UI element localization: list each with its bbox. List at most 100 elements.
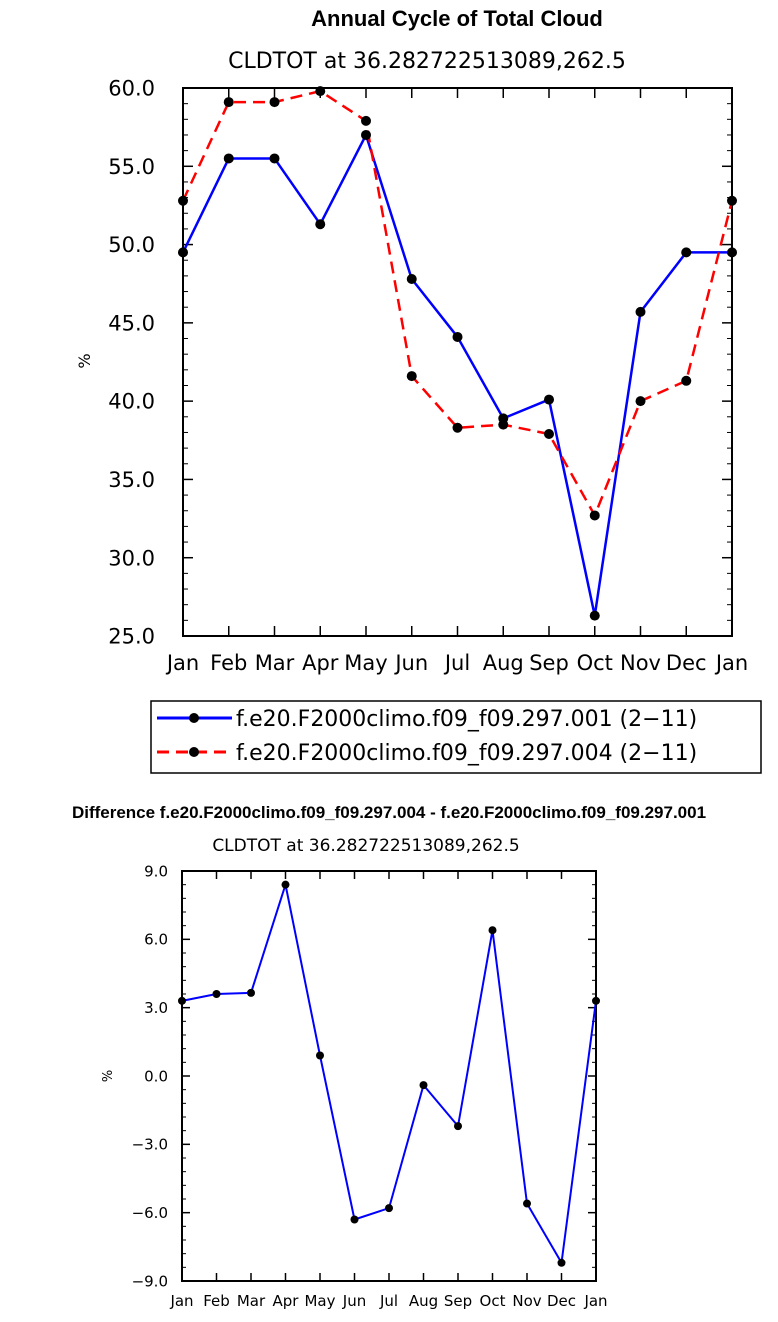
chart-0-series-1-line bbox=[181, 133, 732, 617]
legend-marker-1 bbox=[189, 713, 199, 723]
chart-0-series-2-line bbox=[181, 89, 734, 517]
chart-1-xtick-label: Aug bbox=[409, 1292, 438, 1310]
legend-label-2: f.e20.F2000climo.f09_f09.297.004 (2−11) bbox=[236, 741, 697, 766]
chart-0-ytick-label: 55.0 bbox=[108, 155, 155, 179]
chart-1-xtick-label: May bbox=[304, 1292, 335, 1310]
chart-1-series-1-point bbox=[488, 926, 497, 935]
legend-entry-1: f.e20.F2000climo.f09_f09.297.001 (2−11) bbox=[157, 707, 697, 732]
chart-0-series-2-point bbox=[361, 115, 371, 126]
chart-0-series-1-point bbox=[727, 247, 737, 258]
chart-1-xtick-label: Oct bbox=[480, 1292, 506, 1310]
chart-1-xtick-label: Feb bbox=[203, 1292, 230, 1310]
chart-0-series-2-point bbox=[406, 371, 417, 382]
chart-1-xtick-label: Jul bbox=[379, 1292, 398, 1310]
chart-1-ytick-label: 0.0 bbox=[144, 1067, 168, 1085]
legend: f.e20.F2000climo.f09_f09.297.001 (2−11) … bbox=[150, 700, 762, 774]
chart-0-series-2-point bbox=[269, 97, 280, 108]
chart-0-xtick-label: Feb bbox=[210, 651, 247, 675]
chart-0-xtick-label: Jun bbox=[393, 651, 428, 675]
chart-0-xtick-label: Nov bbox=[620, 651, 661, 675]
chart-1-series-1-point bbox=[281, 880, 290, 889]
chart-0-series-2-point bbox=[178, 195, 188, 206]
chart-1-series-1-point bbox=[247, 988, 255, 997]
chart-0-series-2-point bbox=[635, 396, 646, 407]
chart-0-series-2-point bbox=[315, 86, 326, 97]
chart-0-series-1-point bbox=[223, 153, 234, 164]
bottom-chart-ylabel: % bbox=[101, 1070, 116, 1082]
legend-marker-2 bbox=[189, 747, 199, 757]
chart-0-series-1-point bbox=[681, 247, 692, 258]
chart-1-xtick-label: Mar bbox=[237, 1292, 266, 1310]
bottom-plot-area: Jan Feb Mar Apr May Jun Jul Aug Sep Oct Nov Dec Jan−… bbox=[132, 862, 608, 1310]
chart-1-series-1-point bbox=[385, 1204, 393, 1213]
chart-0-xtick-label: Apr bbox=[302, 651, 339, 675]
chart-1-series-1-point bbox=[454, 1122, 462, 1131]
chart-1-xtick-label: Jan bbox=[583, 1292, 607, 1310]
chart-0-series-2-point bbox=[452, 422, 463, 433]
chart-0-xtick-label: Oct bbox=[577, 651, 613, 675]
chart-0-ytick-label: 25.0 bbox=[108, 625, 155, 649]
chart-1-frame bbox=[181, 870, 597, 1282]
top-chart-subtitle: CLDTOT at 36.282722513089,262.5 bbox=[228, 49, 626, 74]
top-chart-ylabel: % bbox=[75, 353, 94, 368]
chart-1-ytick-label: −6.0 bbox=[132, 1204, 168, 1222]
chart-1-xtick-label: Apr bbox=[273, 1292, 300, 1310]
chart-0-series-1-point bbox=[544, 394, 554, 405]
chart-1-ytick-label: 6.0 bbox=[144, 931, 168, 949]
chart-0-xtick-label: May bbox=[344, 651, 387, 675]
chart-0-series-1-point bbox=[452, 331, 463, 342]
chart-1-xtick-label: Nov bbox=[512, 1292, 541, 1310]
chart-0-series-2-point bbox=[681, 375, 692, 386]
chart-1-ytick-label: −9.0 bbox=[132, 1272, 168, 1290]
chart-1-xtick-label: Jan bbox=[169, 1292, 193, 1310]
chart-1-series-1-point bbox=[592, 996, 600, 1005]
chart-0-series-1-point bbox=[635, 306, 646, 317]
chart-1-ytick-label: −3.0 bbox=[132, 1136, 168, 1154]
chart-0-series-2-point bbox=[727, 195, 737, 206]
chart-0-series-1-point bbox=[178, 247, 188, 258]
chart-1-series-1-point bbox=[419, 1081, 428, 1090]
chart-0-xtick-label: Aug bbox=[483, 651, 524, 675]
chart-0-xtick-label: Sep bbox=[529, 651, 569, 675]
chart-1-series-1-point bbox=[523, 1199, 531, 1208]
chart-0-ytick-label: 30.0 bbox=[108, 546, 155, 570]
chart-0-xtick-label: Jul bbox=[443, 651, 470, 675]
chart-1-series-1-point bbox=[350, 1215, 359, 1224]
chart-0-ytick-label: 60.0 bbox=[108, 77, 155, 101]
chart-0-series-1-point bbox=[269, 153, 280, 164]
chart-1-xtick-label: Dec bbox=[547, 1292, 576, 1310]
chart-0-frame bbox=[182, 87, 733, 637]
chart-1-series-1-point bbox=[212, 990, 221, 998]
chart-0-series-1-point bbox=[406, 274, 417, 285]
chart-0-ytick-label: 40.0 bbox=[108, 390, 155, 414]
legend-entry-2: f.e20.F2000climo.f09_f09.297.004 (2−11) bbox=[157, 741, 697, 766]
chart-1-ytick-label: 3.0 bbox=[144, 999, 168, 1017]
chart-1-series-1-point bbox=[178, 996, 186, 1005]
top-plot-area: Jan Feb Mar Apr May Jun Jul Aug Sep Oct Nov Dec Jan 2… bbox=[108, 77, 748, 675]
chart-0-xtick-label: Dec bbox=[666, 651, 707, 675]
chart-0-series-1-point bbox=[361, 129, 371, 140]
chart-0-xtick-label: Mar bbox=[255, 651, 295, 675]
chart-1-series-1-point bbox=[316, 1051, 324, 1060]
bottom-chart-title: Difference f.e20.F2000climo.f09_f09.297.… bbox=[72, 803, 706, 822]
chart-1-xtick-label: Jun bbox=[342, 1292, 366, 1310]
top-chart-title: Annual Cycle of Total Cloud bbox=[311, 6, 603, 31]
legend-label-1: f.e20.F2000climo.f09_f09.297.001 (2−11) bbox=[236, 707, 697, 732]
chart-1-xtick-label: Sep bbox=[444, 1292, 472, 1310]
chart-0-series-1-point bbox=[315, 219, 326, 230]
legend-box bbox=[150, 700, 762, 774]
chart-0-xtick-label: Jan bbox=[165, 651, 199, 675]
chart-0-series-1-point bbox=[589, 610, 600, 621]
chart-0-ytick-label: 35.0 bbox=[108, 468, 155, 492]
chart-0-ytick-label: 45.0 bbox=[108, 311, 155, 335]
chart-0-series-2-point bbox=[498, 419, 509, 430]
chart-0-series-2-point bbox=[544, 429, 554, 440]
bottom-chart-subtitle: CLDTOT at 36.282722513089,262.5 bbox=[212, 836, 519, 856]
chart-1-ytick-label: 9.0 bbox=[144, 862, 168, 880]
chart-0-series-2-point bbox=[223, 97, 234, 108]
chart-0-xtick-label: Jan bbox=[714, 651, 748, 675]
chart-1-series-1-point bbox=[557, 1258, 566, 1267]
chart-0-ytick-label: 50.0 bbox=[108, 233, 155, 257]
chart-0-series-2-point bbox=[589, 510, 600, 521]
